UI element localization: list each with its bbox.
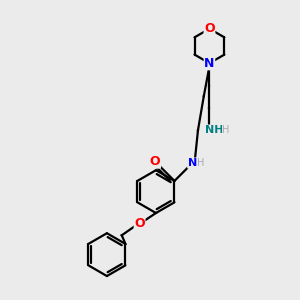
Text: N: N (188, 158, 197, 168)
Text: O: O (150, 155, 160, 168)
Text: H: H (222, 125, 230, 135)
Text: NH: NH (205, 125, 223, 135)
Text: O: O (134, 217, 145, 230)
Text: H: H (197, 158, 204, 168)
Text: N: N (204, 57, 214, 70)
Text: O: O (204, 22, 215, 35)
